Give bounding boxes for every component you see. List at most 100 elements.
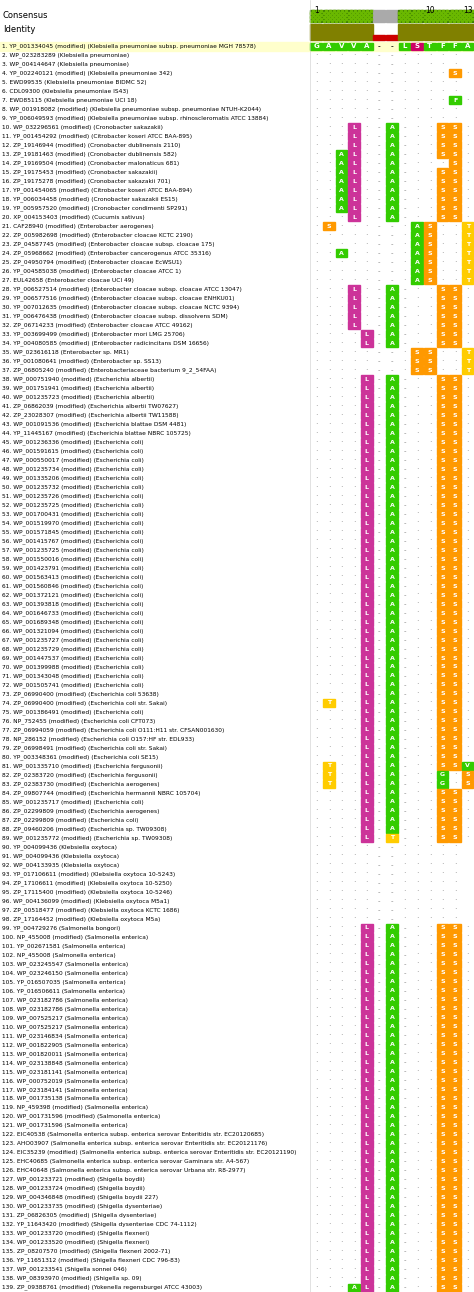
Text: ·: · xyxy=(340,797,343,806)
Text: ·: · xyxy=(353,411,356,420)
Text: ·: · xyxy=(428,465,431,474)
Text: ·: · xyxy=(328,590,330,599)
Bar xyxy=(437,124,448,132)
Text: L: L xyxy=(365,970,369,975)
Text: ·: · xyxy=(416,411,419,420)
Text: ·: · xyxy=(328,1211,330,1220)
Text: 42. ZP_23028307 (modified) (Escherichia albertii TW11588): 42. ZP_23028307 (modified) (Escherichia … xyxy=(2,412,179,419)
Bar xyxy=(341,10,343,12)
Text: 53. WP_001700431 (modified) (Escherichia coli): 53. WP_001700431 (modified) (Escherichia… xyxy=(2,512,144,517)
Bar xyxy=(331,19,333,22)
Text: ·: · xyxy=(340,293,343,302)
Text: -: - xyxy=(403,771,406,778)
Text: -: - xyxy=(403,160,406,167)
Bar xyxy=(434,18,436,19)
Text: A: A xyxy=(390,664,394,669)
Bar xyxy=(356,12,358,14)
Text: S: S xyxy=(440,1222,445,1227)
Text: -: - xyxy=(378,727,381,733)
Bar xyxy=(335,25,347,40)
Text: ·: · xyxy=(340,1265,343,1274)
Text: 24. ZP_05968662 (modified) (Enterobacter cancerogenus ATCC 35316): 24. ZP_05968662 (modified) (Enterobacter… xyxy=(2,251,211,256)
Text: ·: · xyxy=(353,114,356,123)
Text: ·: · xyxy=(428,429,431,438)
Text: ·: · xyxy=(428,1247,431,1256)
Text: ·: · xyxy=(340,536,343,545)
Bar xyxy=(361,547,373,554)
Text: ·: · xyxy=(466,699,469,708)
Bar xyxy=(437,824,448,833)
Text: ·: · xyxy=(365,897,368,906)
Bar xyxy=(361,690,373,698)
Text: ·: · xyxy=(340,1121,343,1130)
Text: A: A xyxy=(390,691,394,696)
Bar xyxy=(335,19,337,22)
Bar xyxy=(361,942,373,950)
Text: ·: · xyxy=(466,492,469,500)
Text: ·: · xyxy=(328,527,330,536)
Text: A: A xyxy=(390,332,394,337)
Bar xyxy=(363,18,365,19)
Text: 37. ZP_06805240 (modified) (Enterobacteriaceae bacterium 9_2_54FAA): 37. ZP_06805240 (modified) (Enterobacter… xyxy=(2,367,217,373)
Text: 6. CDL09300 (Klebsiella pneumoniae IS43): 6. CDL09300 (Klebsiella pneumoniae IS43) xyxy=(2,89,128,94)
Text: -: - xyxy=(378,1005,381,1012)
Text: ·: · xyxy=(328,429,330,438)
Text: ·: · xyxy=(416,447,419,456)
Text: ·: · xyxy=(340,681,343,690)
Text: T: T xyxy=(327,700,331,705)
Text: ·: · xyxy=(416,1130,419,1140)
Text: S: S xyxy=(453,637,457,642)
Text: ·: · xyxy=(328,159,330,168)
Text: ·: · xyxy=(340,942,343,951)
Text: 88. ZP_09460206 (modified) (Escherichia sp. TW09308): 88. ZP_09460206 (modified) (Escherichia … xyxy=(2,826,167,832)
Text: ·: · xyxy=(353,375,356,384)
Text: S: S xyxy=(453,152,457,156)
Bar xyxy=(312,18,314,19)
Text: ·: · xyxy=(353,833,356,842)
Text: ·: · xyxy=(328,1130,330,1140)
Bar xyxy=(437,833,448,842)
Text: ·: · xyxy=(328,572,330,581)
Text: ·: · xyxy=(416,986,419,995)
Bar xyxy=(437,645,448,652)
Text: -: - xyxy=(378,556,381,562)
Text: ·: · xyxy=(340,231,343,240)
Text: ·: · xyxy=(340,1256,343,1265)
Bar xyxy=(325,18,327,19)
Text: ·: · xyxy=(428,402,431,411)
Text: ·: · xyxy=(428,420,431,429)
Bar xyxy=(428,16,429,18)
Text: A: A xyxy=(390,1052,394,1056)
Text: A: A xyxy=(390,673,394,678)
Text: -: - xyxy=(378,403,381,410)
Text: ·: · xyxy=(428,563,431,572)
Text: A: A xyxy=(390,575,394,580)
Text: ·: · xyxy=(416,860,419,870)
Bar xyxy=(310,19,312,22)
Text: L: L xyxy=(365,1186,369,1191)
Text: ·: · xyxy=(466,654,469,663)
Text: A: A xyxy=(390,773,394,778)
Text: ·: · xyxy=(403,366,406,375)
Bar xyxy=(361,474,373,482)
Bar xyxy=(361,753,373,761)
Text: -: - xyxy=(403,1248,406,1255)
Text: A: A xyxy=(390,611,394,615)
Text: A: A xyxy=(390,1078,394,1083)
Bar xyxy=(449,1094,461,1102)
Text: ·: · xyxy=(428,1140,431,1149)
Text: L: L xyxy=(365,602,369,606)
Text: ·: · xyxy=(340,492,343,500)
Text: ·: · xyxy=(340,1094,343,1103)
Bar xyxy=(386,537,398,545)
Text: ·: · xyxy=(416,87,419,96)
Bar xyxy=(361,438,373,446)
Bar xyxy=(444,16,446,18)
Text: 17. YP_001454065 (modified) (Citrobacter koseri ATCC BAA-894): 17. YP_001454065 (modified) (Citrobacter… xyxy=(2,187,192,194)
Text: -: - xyxy=(378,1159,381,1164)
Text: ·: · xyxy=(328,1022,330,1031)
Bar xyxy=(361,681,373,689)
Bar xyxy=(437,762,448,770)
Bar xyxy=(386,1230,398,1238)
Text: ·: · xyxy=(340,465,343,474)
